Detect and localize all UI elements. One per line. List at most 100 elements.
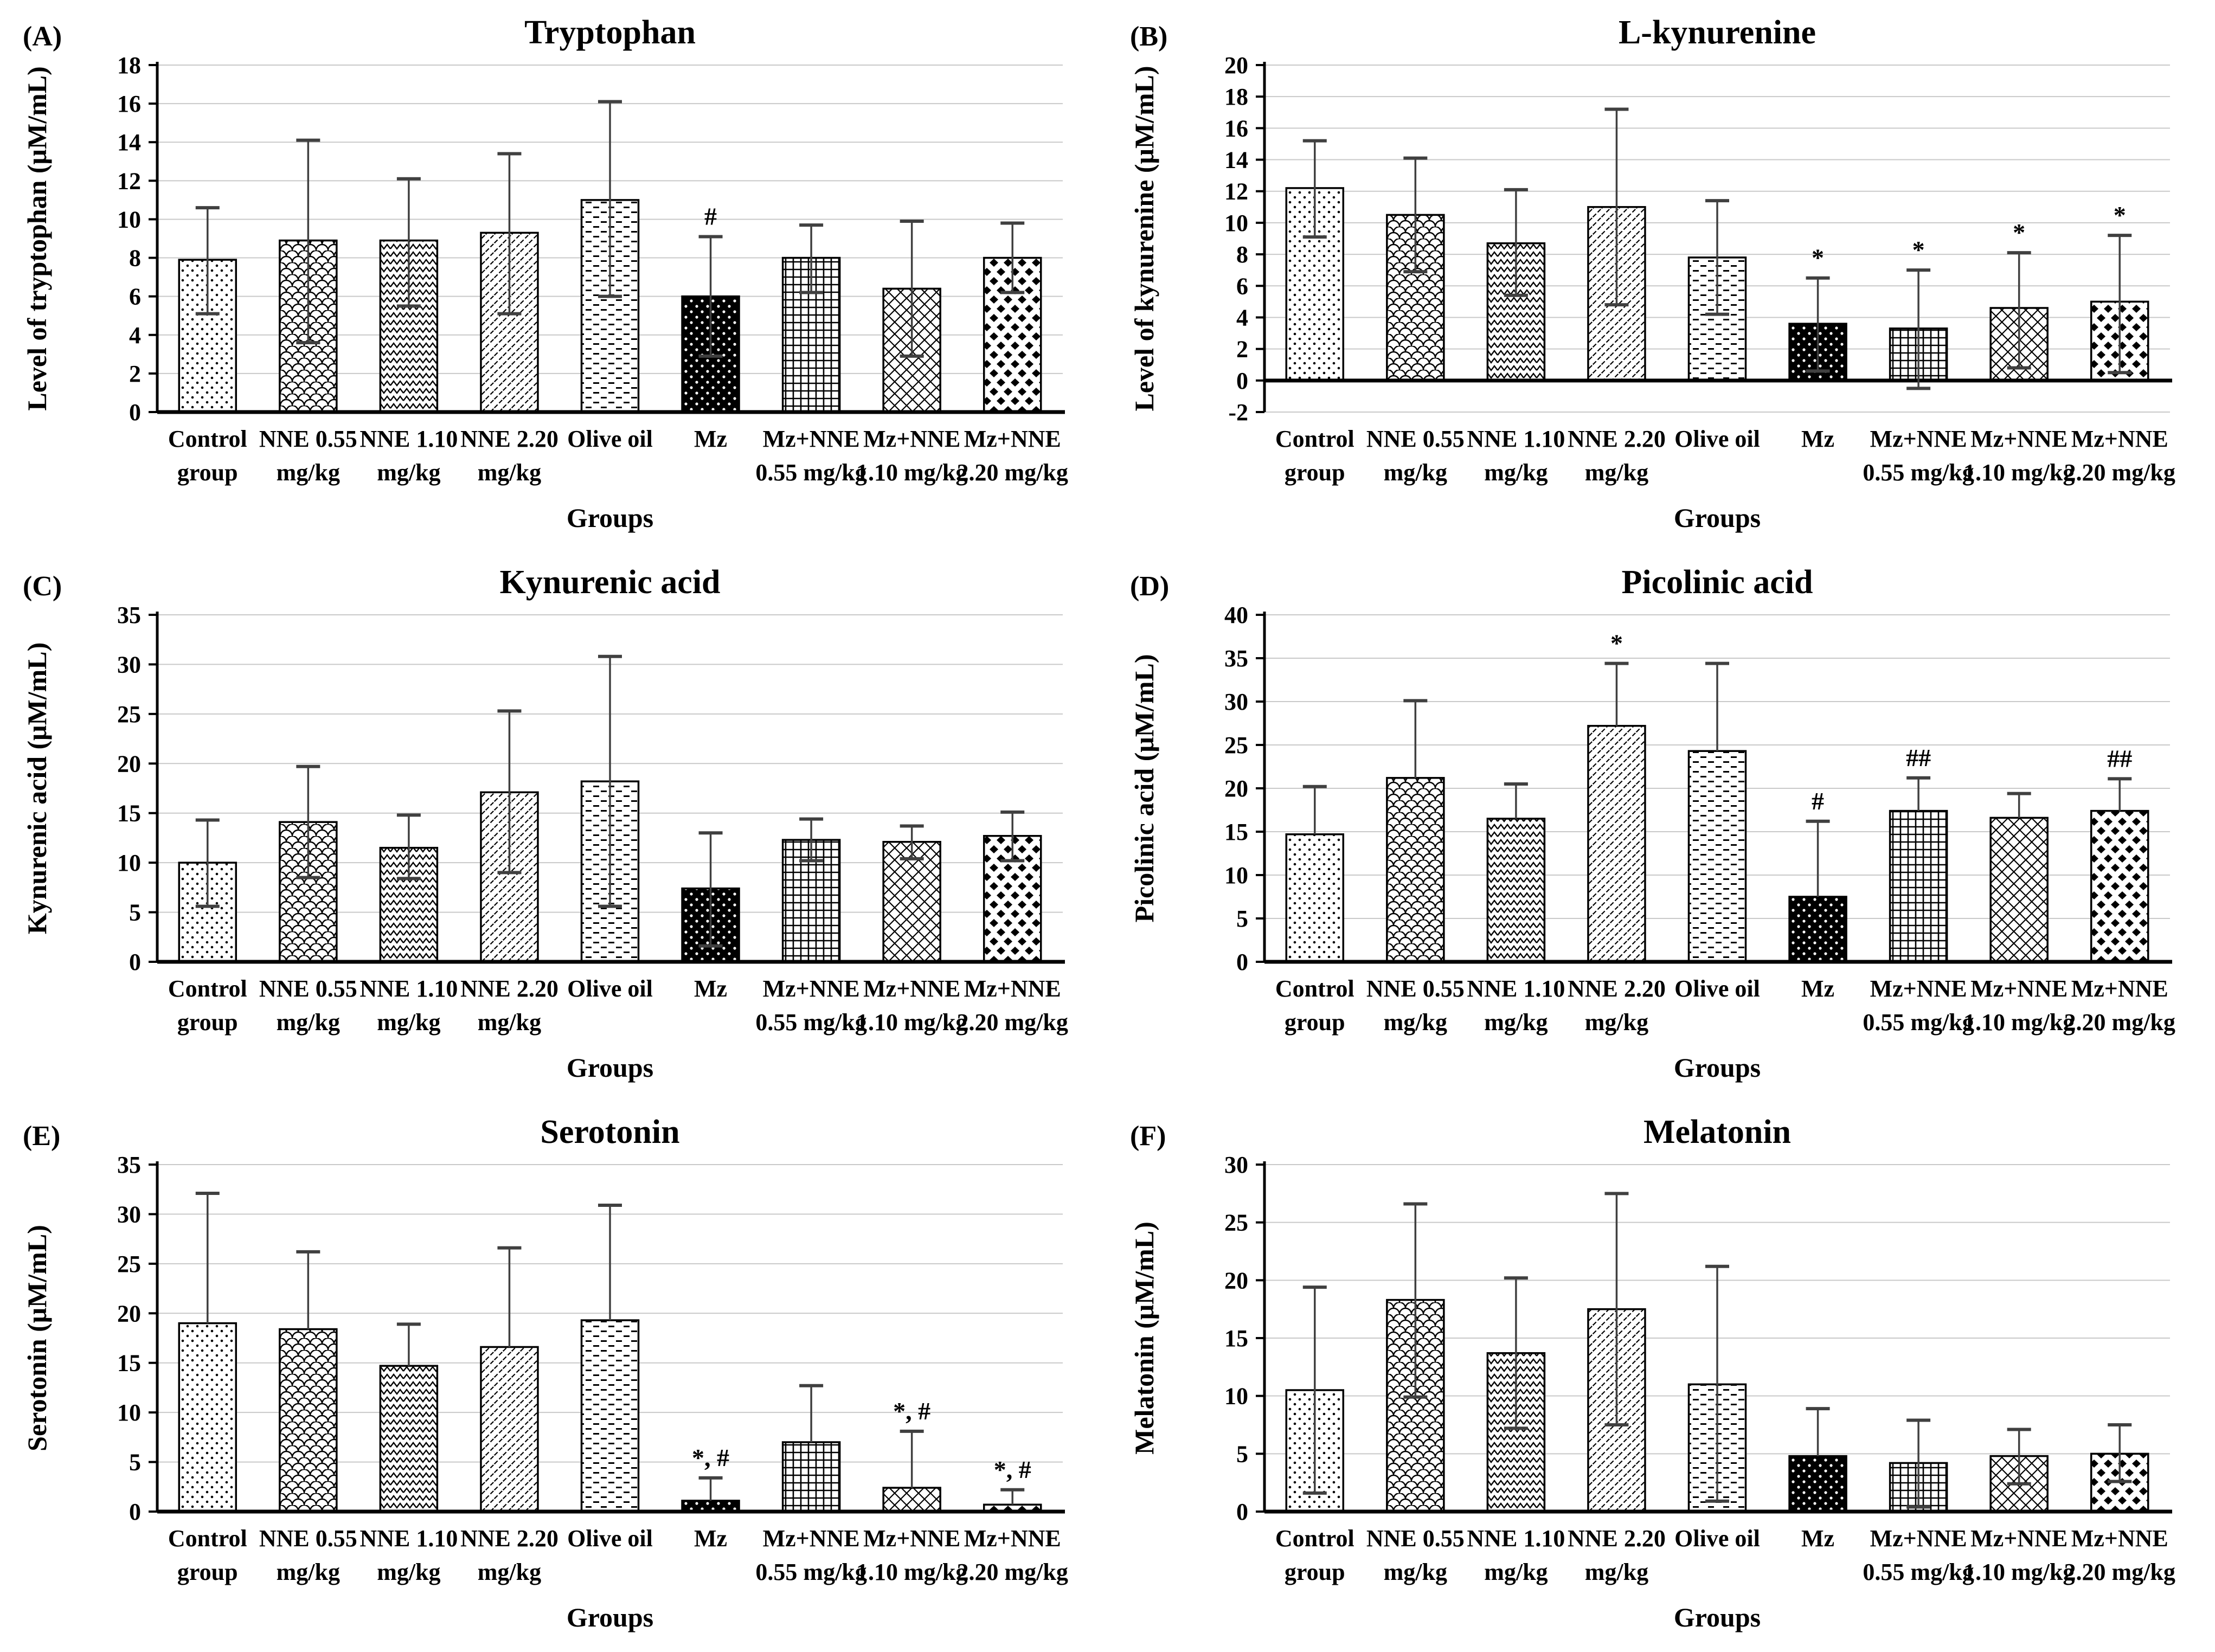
- x-tick-label-line1: Mz+NNE: [964, 1525, 1061, 1552]
- x-tick-label-line2: 2.20 mg/kg: [2064, 1559, 2175, 1585]
- y-tick-label: 4: [129, 322, 141, 349]
- y-tick-label: 20: [117, 1300, 141, 1327]
- x-tick-label-line1: NNE 1.10: [1467, 975, 1565, 1002]
- significance-annotation: *, #: [893, 1397, 930, 1425]
- y-tick-label: 18: [1224, 83, 1248, 110]
- x-tick-label-line1: NNE 1.10: [359, 975, 458, 1002]
- x-tick-label-line1: NNE 1.10: [1467, 426, 1565, 452]
- x-tick-label-line1: Mz+NNE: [1970, 975, 2068, 1002]
- panel-letter: (A): [23, 21, 62, 52]
- x-tick-label-line2: 0.55 mg/kg: [1863, 1559, 1974, 1585]
- x-tick-label-line2: mg/kg: [478, 1559, 541, 1585]
- x-tick-label-line2: 1.10 mg/kg: [1963, 459, 2075, 486]
- x-tick-label-line2: 0.55 mg/kg: [1863, 459, 1974, 486]
- x-tick-label-line1: NNE 0.55: [1366, 426, 1465, 452]
- x-tick-label-line2: 0.55 mg/kg: [1863, 1009, 1974, 1036]
- bar-Olive oil-: [1687, 750, 1747, 963]
- bar-Control-group: [178, 1322, 237, 1513]
- x-axis-title: Groups: [567, 503, 653, 533]
- x-tick-label-line2: mg/kg: [1484, 1009, 1548, 1036]
- y-tick-label: 15: [117, 800, 141, 827]
- bar-Mz-: [1788, 896, 1847, 963]
- x-tick-label-line1: Olive oil: [567, 975, 653, 1002]
- panel-letter: (C): [23, 571, 62, 602]
- x-tick-label-line2: 0.55 mg/kg: [755, 1009, 866, 1036]
- y-tick-label: 10: [117, 206, 141, 233]
- x-tick-label-line1: Mz+NNE: [2071, 426, 2168, 452]
- x-tick-label-line2: 1.10 mg/kg: [856, 1559, 967, 1585]
- bar-Mz+NNE-1.10 mg/kg: [882, 1487, 941, 1513]
- x-axis-title: Groups: [567, 1602, 653, 1632]
- y-tick-label: 20: [1224, 52, 1248, 79]
- x-tick-label-line2: mg/kg: [1384, 459, 1447, 486]
- x-tick-label-line1: NNE 1.10: [1467, 1525, 1565, 1552]
- x-tick-label-line2: mg/kg: [377, 459, 440, 486]
- y-tick-label: 10: [1224, 862, 1248, 889]
- x-tick-label-line2: mg/kg: [1484, 1559, 1548, 1585]
- x-tick-label-line2: mg/kg: [1585, 1559, 1648, 1585]
- x-tick-label-line2: mg/kg: [1384, 1559, 1447, 1585]
- x-tick-label-line2: 1.10 mg/kg: [856, 459, 967, 486]
- panel-l-kynurenine: (B) L-kynurenine Level of kynurenine (μM/m…: [1107, 0, 2215, 550]
- significance-annotation: *: [1812, 244, 1824, 272]
- significance-annotation: #: [1812, 787, 1824, 815]
- x-tick-label-line2: mg/kg: [1585, 1009, 1648, 1036]
- y-tick-label: 35: [117, 602, 141, 628]
- x-tick-label-line1: Mz+NNE: [964, 975, 1061, 1002]
- x-tick-label-line1: Mz+NNE: [964, 426, 1061, 452]
- x-axis-title: Groups: [1674, 1602, 1761, 1632]
- panel-letter: (B): [1130, 21, 1167, 52]
- x-tick-label-line1: NNE 2.20: [1568, 426, 1666, 452]
- y-tick-label: 25: [1224, 732, 1248, 758]
- panel-picolinic-acid: (D) Picolinic acid Picolinic acid (μM/mL) 0…: [1107, 550, 2215, 1100]
- y-tick-label: 5: [129, 899, 141, 926]
- y-tick-label: 5: [1236, 905, 1248, 932]
- x-tick-label-line1: NNE 0.55: [1366, 975, 1465, 1002]
- y-tick-label: 16: [117, 91, 141, 117]
- bar-Mz-: [1788, 1455, 1847, 1513]
- x-tick-label-line2: 2.20 mg/kg: [2064, 459, 2175, 486]
- significance-annotation: *: [1912, 236, 1925, 263]
- x-tick-label-line1: Mz: [1801, 426, 1834, 452]
- y-tick-label: 30: [1224, 1152, 1248, 1178]
- y-axis-title: Picolinic acid (μM/mL): [1129, 654, 1159, 923]
- x-tick-label-line1: Mz+NNE: [2071, 975, 2168, 1002]
- y-tick-label: 0: [129, 949, 141, 975]
- bar-NNE 2.20-mg/kg: [480, 1346, 539, 1513]
- panel-melatonin: (F) Melatonin Melatonin (μM/mL) 0 5 10 15 20 25 3…: [1107, 1100, 2215, 1649]
- y-tick-label: 10: [1224, 1383, 1248, 1410]
- x-tick-label-line2: 0.55 mg/kg: [755, 459, 866, 486]
- x-tick-label-line1: Mz+NNE: [863, 975, 960, 1002]
- x-tick-label-line2: group: [1285, 1009, 1345, 1036]
- chart-title: Kynurenic acid: [499, 564, 720, 601]
- bar-Mz+NNE-2.20 mg/kg: [2090, 809, 2149, 963]
- chart-title: Picolinic acid: [1621, 564, 1813, 601]
- x-tick-label-line1: Control: [1275, 426, 1354, 452]
- x-tick-label-line2: group: [1285, 459, 1345, 486]
- x-tick-label-line2: mg/kg: [277, 1559, 340, 1585]
- x-tick-label-line2: 2.20 mg/kg: [957, 1009, 1068, 1036]
- x-tick-label-line2: 1.10 mg/kg: [856, 1009, 967, 1036]
- y-tick-label: 15: [1224, 819, 1248, 845]
- x-tick-label-line2: mg/kg: [377, 1009, 440, 1036]
- chart-title: L-kynurenine: [1619, 14, 1816, 51]
- x-tick-label-line1: Mz: [1801, 1525, 1834, 1552]
- significance-annotation: *, #: [994, 1456, 1031, 1483]
- x-tick-label-line1: Mz+NNE: [2071, 1525, 2168, 1552]
- y-tick-label: 4: [1236, 304, 1248, 331]
- x-tick-label-line1: Mz+NNE: [1870, 975, 1967, 1002]
- y-tick-label: 8: [1236, 241, 1248, 268]
- y-tick-label: 40: [1224, 602, 1248, 628]
- y-axis-title: Serotonin (μM/mL): [22, 1225, 52, 1451]
- x-tick-label-line2: 0.55 mg/kg: [755, 1559, 866, 1585]
- significance-annotation: *: [1610, 629, 1623, 657]
- bar-Olive oil-: [580, 1319, 640, 1513]
- significance-annotation: ##: [2107, 744, 2132, 772]
- x-tick-label-line1: NNE 0.55: [259, 426, 357, 452]
- y-tick-label: 0: [1236, 368, 1248, 394]
- y-tick-label: 20: [117, 750, 141, 777]
- x-tick-label-line2: group: [177, 459, 238, 486]
- y-tick-label: 0: [129, 399, 141, 426]
- x-tick-label-line1: Mz: [694, 975, 727, 1002]
